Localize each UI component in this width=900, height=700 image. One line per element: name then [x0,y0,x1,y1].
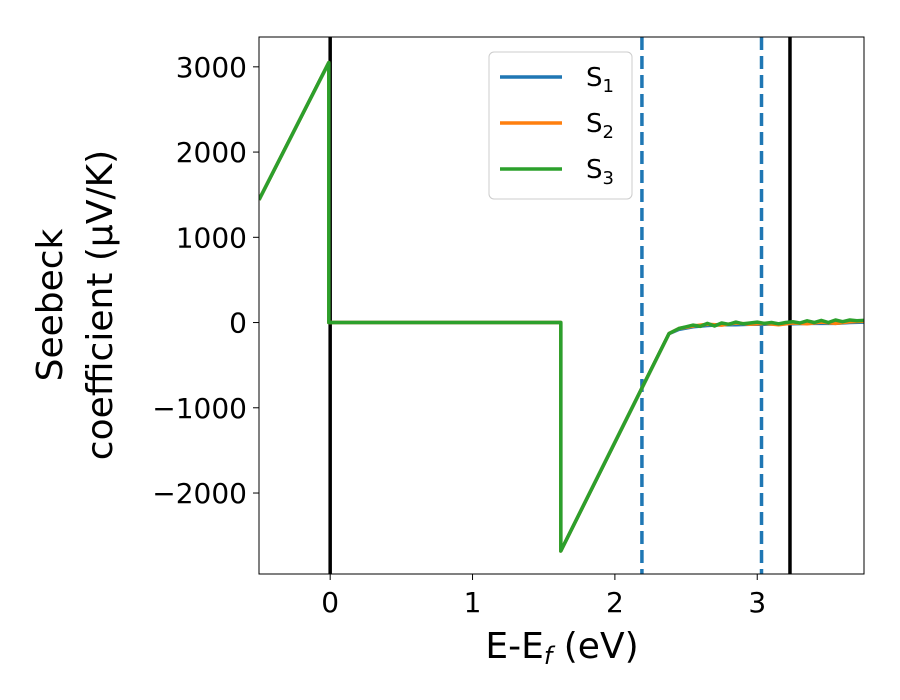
legend-label-2: S2 [586,109,614,143]
x-tick-label: 0 [321,586,339,619]
series-line-3 [259,60,864,553]
x-axis: 0 1 2 3 [321,574,766,619]
x-tick-label: 1 [464,586,482,619]
y-axis: −2000 −1000 0 1000 2000 3000 [152,51,259,510]
x-axis-label: E-Ef (eV) [485,626,638,670]
y-tick-label: 0 [229,307,247,340]
y-tick-label: 2000 [176,136,247,169]
legend-label-3: S3 [586,155,614,189]
y-tick-label: −1000 [152,392,247,425]
y-tick-label: −2000 [152,477,247,510]
y-tick-label: 1000 [176,221,247,254]
x-tick-label: 2 [606,586,624,619]
y-tick-label: 3000 [176,51,247,84]
x-tick-label: 3 [748,586,766,619]
legend: S1 S2 S3 [488,51,633,200]
y-axis-label: Seebeck coefficient (μV/K) [30,150,121,460]
y-axis-label-line2: coefficient (μV/K) [80,150,121,460]
legend-label-1: S1 [586,63,614,97]
plot-frame [258,36,865,575]
series-lines [259,60,864,553]
legend-box [488,51,633,200]
y-axis-label-line1: Seebeck [30,228,71,381]
